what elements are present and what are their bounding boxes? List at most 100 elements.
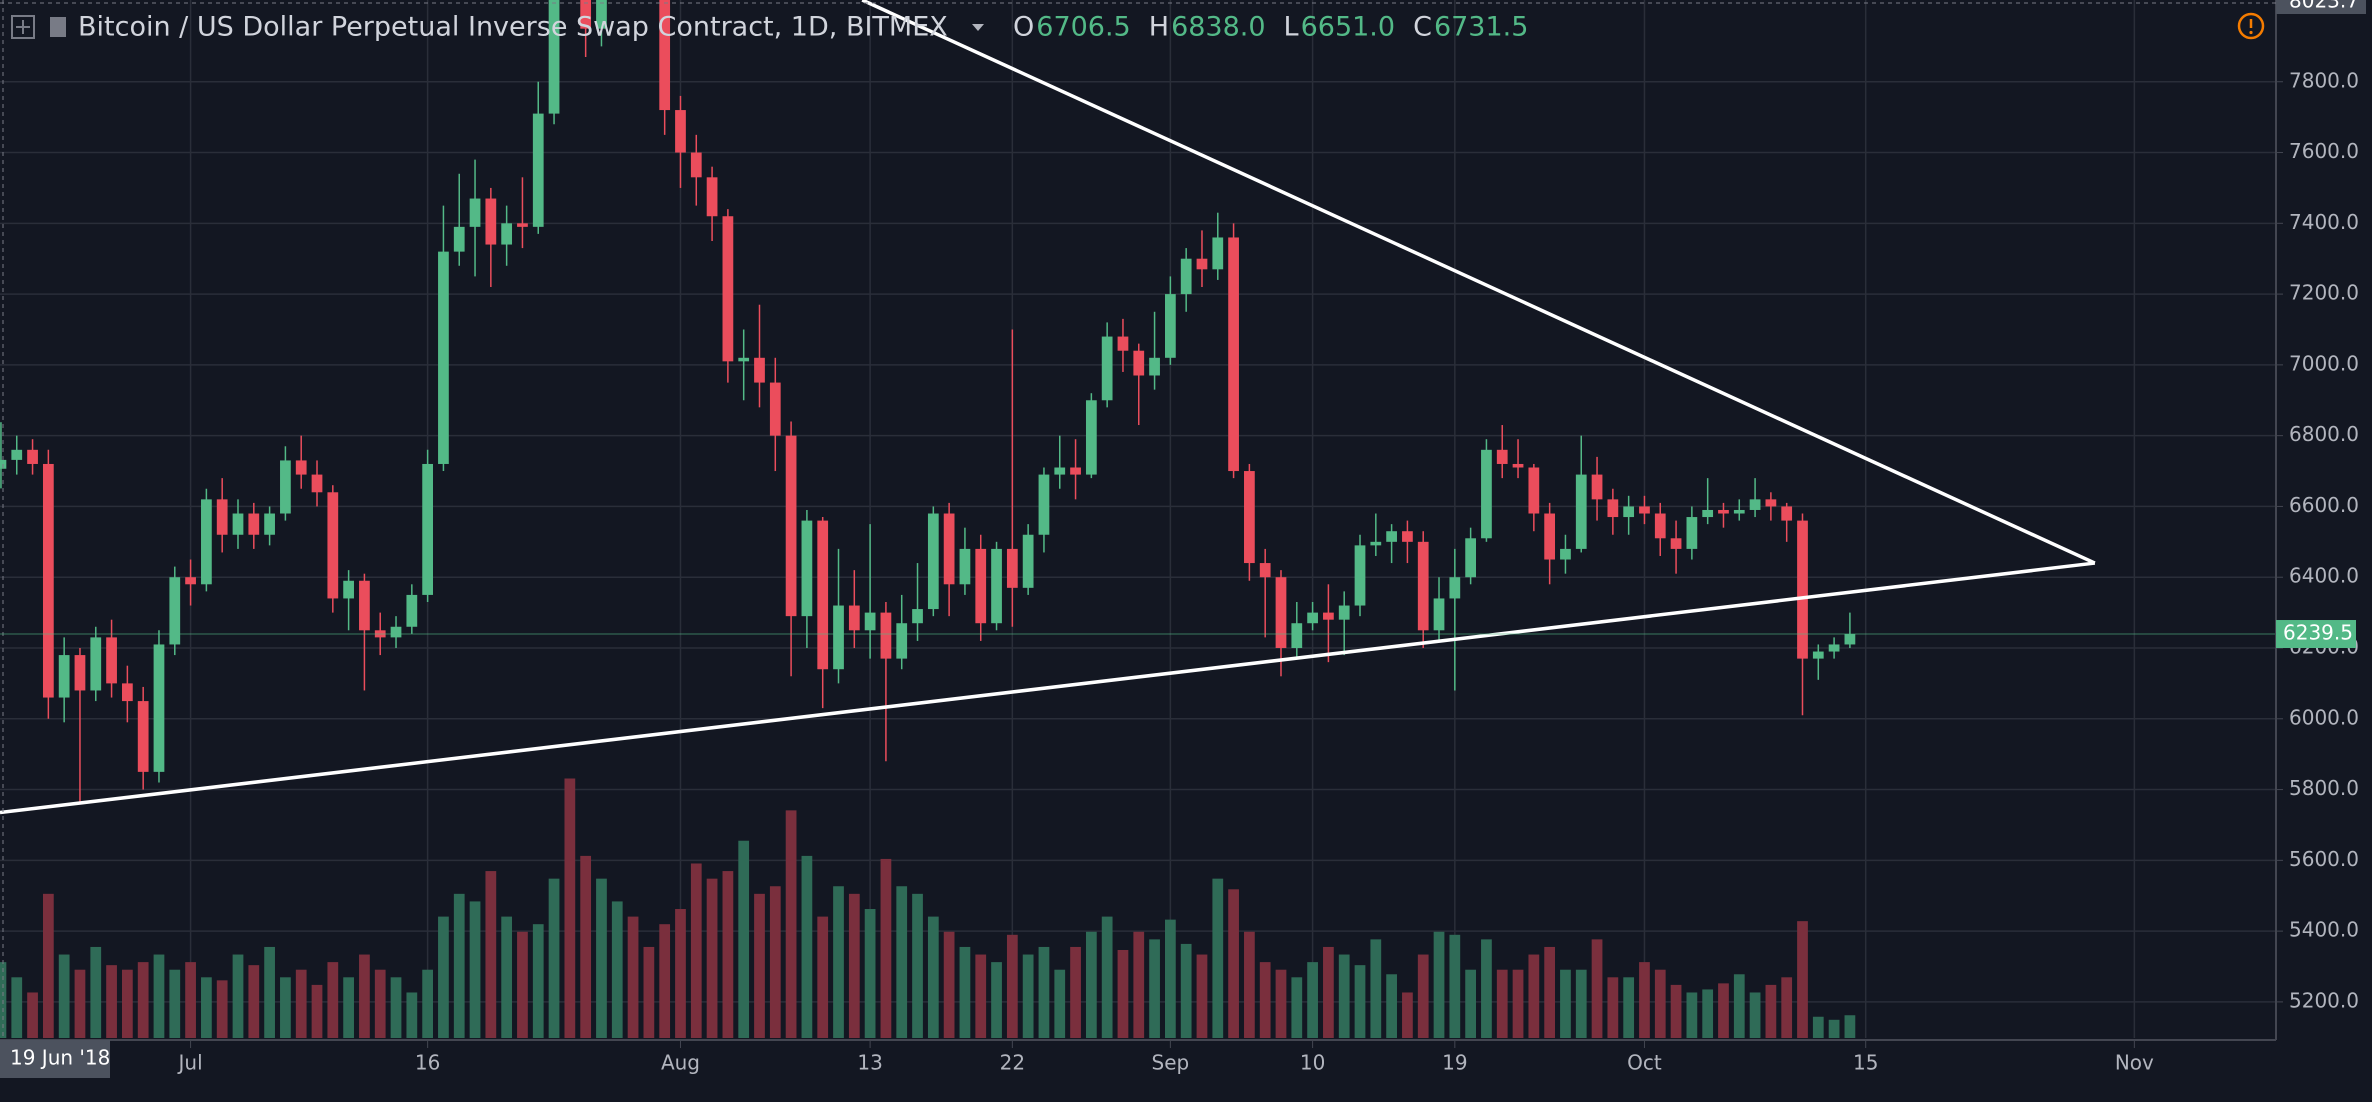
volume-bar	[1417, 954, 1429, 1038]
candle-body	[532, 113, 544, 227]
candle-body	[1575, 474, 1587, 549]
candle-body	[280, 460, 291, 514]
volume-bar	[1070, 946, 1081, 1038]
candle-body	[1433, 598, 1445, 631]
volume-bar	[1338, 954, 1350, 1038]
candle-body	[1465, 538, 1477, 578]
header-ohlc: O 6706.5 H 6838.0 L 6651.0 C 6731.5	[1013, 12, 1528, 43]
volume-bar	[216, 980, 228, 1038]
volume-bar	[280, 977, 291, 1038]
candle-body	[216, 499, 228, 535]
volume-bar	[1702, 989, 1714, 1038]
x-tick-label: 16	[415, 1051, 440, 1075]
volume-bar	[1433, 931, 1445, 1038]
crosshair-price-box	[2276, 0, 2366, 14]
candle-body	[1022, 534, 1034, 588]
candle-body	[1402, 531, 1413, 542]
candles	[0, 0, 1856, 804]
candle-body	[959, 548, 971, 585]
volume-bar	[469, 901, 481, 1038]
volume-bar	[1512, 969, 1524, 1038]
volume-bar	[1465, 969, 1477, 1038]
candle-body	[1512, 463, 1524, 468]
grid	[0, 0, 2275, 1038]
candle-body	[1828, 644, 1840, 652]
candle-body	[406, 594, 418, 627]
volume-bar	[201, 977, 212, 1038]
candle-body	[722, 216, 734, 362]
chart-title: Bitcoin / US Dollar Perpetual Inverse Sw…	[78, 12, 948, 43]
volume-bar	[1196, 954, 1208, 1038]
y-tick-label: 6600.0	[2289, 493, 2359, 517]
volume-bar	[311, 984, 323, 1038]
candle-body	[754, 357, 765, 383]
candle-body	[106, 637, 117, 684]
candle-body	[1180, 258, 1192, 295]
candle-body	[1070, 467, 1081, 475]
candle-body	[327, 492, 339, 599]
header-ohlc-value: 6838.0	[1171, 12, 1265, 43]
volume-bar	[1244, 931, 1255, 1038]
candle-body	[359, 580, 370, 631]
candle-body	[390, 626, 402, 638]
candle-body	[169, 577, 181, 645]
volume-bar	[801, 855, 813, 1038]
volume-bar	[74, 969, 86, 1038]
volume-bar	[1275, 969, 1287, 1038]
candle-body	[1749, 499, 1761, 510]
candle-body	[769, 382, 781, 436]
candle-body	[1702, 509, 1714, 518]
candle-body	[1481, 449, 1492, 539]
candle-body	[1149, 357, 1160, 376]
candle-body	[1639, 506, 1650, 514]
volume-bar	[137, 962, 149, 1038]
candle-body	[580, 0, 592, 29]
dropdown-arrow[interactable]	[972, 24, 984, 31]
volume-bar	[1844, 1015, 1856, 1038]
volume-bar	[327, 962, 339, 1038]
volume-bar	[785, 810, 797, 1038]
x-tick-label: Nov	[2115, 1051, 2154, 1075]
candle-body	[1101, 336, 1113, 401]
candle-body	[1417, 541, 1429, 631]
warning-icon[interactable]	[2237, 12, 2265, 40]
y-tick-label: 7600.0	[2289, 139, 2359, 163]
volume-bar	[1575, 969, 1587, 1038]
volume-bar	[1133, 931, 1145, 1038]
volume-bar	[1654, 969, 1666, 1038]
candle-body	[1449, 577, 1461, 599]
candle-body	[1196, 258, 1208, 270]
x-tick-label: Aug	[661, 1051, 700, 1075]
y-tick-label: 7200.0	[2289, 281, 2359, 305]
volume-bar	[42, 893, 54, 1038]
volume-bar	[185, 962, 196, 1038]
volume-bar	[769, 886, 781, 1038]
volume-bar	[754, 893, 765, 1038]
volume-bar	[1149, 939, 1160, 1038]
volume-bar	[912, 893, 923, 1038]
volume-bar	[58, 954, 70, 1038]
candle-body	[438, 251, 449, 464]
volume-bar	[1749, 992, 1761, 1038]
candle-body	[1338, 605, 1350, 620]
expand-icon[interactable]	[11, 15, 35, 39]
candle-body	[548, 0, 560, 114]
x-tick-label: 10	[1300, 1051, 1325, 1075]
candle-body	[706, 177, 718, 217]
volume-bar	[1228, 889, 1239, 1038]
volume-bar	[438, 916, 449, 1038]
header-ohlc-key: C	[1413, 12, 1432, 43]
candle-body	[738, 357, 750, 362]
volume-bar	[1607, 977, 1619, 1038]
candle-body	[90, 637, 102, 691]
volume-bar	[706, 878, 718, 1038]
candle-body	[1528, 467, 1540, 514]
volume-bar	[485, 871, 497, 1038]
candle-body	[690, 152, 702, 178]
y-tick-label: 7800.0	[2289, 68, 2359, 92]
candle-body	[27, 449, 38, 464]
candle-body	[1670, 538, 1682, 549]
volume-bar	[1117, 949, 1129, 1038]
volume-bar	[27, 992, 38, 1038]
